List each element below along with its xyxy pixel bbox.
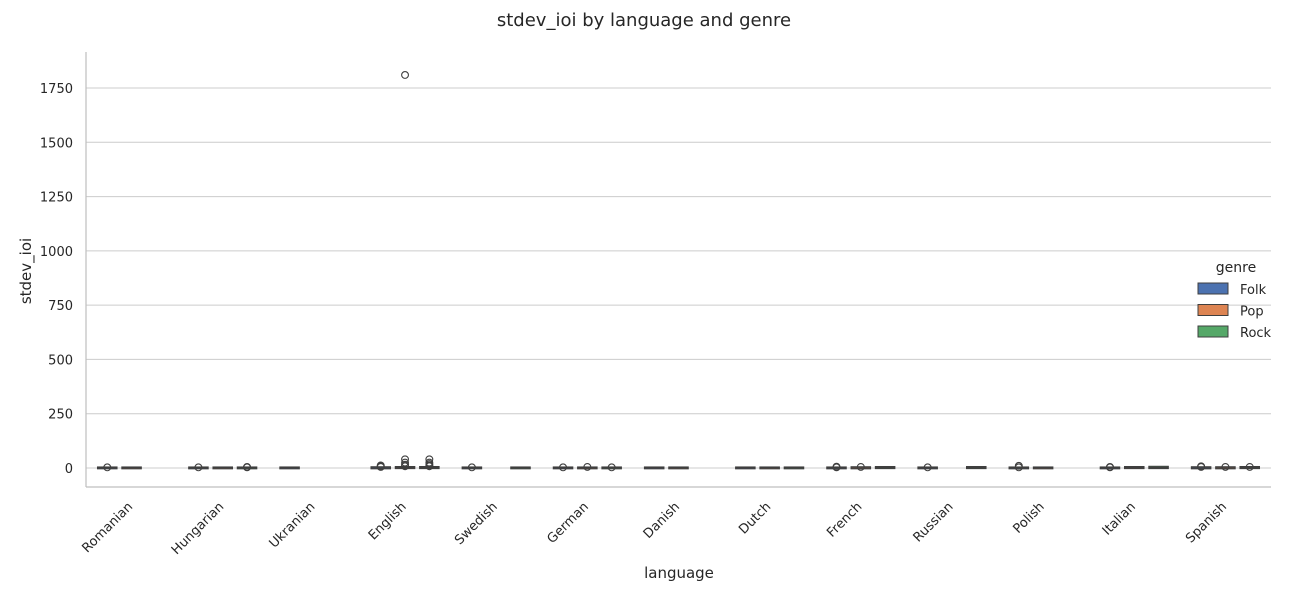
x-tick-label: English bbox=[366, 499, 410, 543]
x-tick-labels: Romanian Hungarian Ukranian English Swedish G… bbox=[80, 499, 1230, 557]
x-tick-label: Swedish bbox=[452, 499, 501, 548]
box-polish-pop bbox=[1032, 466, 1054, 470]
box-french-pop bbox=[850, 462, 872, 471]
box-outlier bbox=[1221, 462, 1230, 471]
gridlines bbox=[86, 87, 1271, 469]
box-english-rock bbox=[419, 455, 440, 471]
box-swedish-folk bbox=[461, 463, 483, 472]
box-outlier bbox=[832, 462, 841, 471]
box-outlier bbox=[583, 462, 592, 471]
box-hungarian-rock bbox=[236, 462, 258, 472]
legend-label-rock: Rock bbox=[1240, 326, 1272, 341]
box-spanish-rock bbox=[1239, 462, 1261, 471]
box-italian-pop bbox=[1123, 465, 1145, 470]
box-outlier bbox=[401, 458, 409, 467]
box-dutch-pop bbox=[759, 466, 780, 470]
y-tick-label: 1500 bbox=[40, 136, 73, 151]
box-dutch-rock bbox=[783, 466, 805, 470]
y-tick-labels: 0 250 500 750 1000 1250 1500 1750 bbox=[40, 82, 73, 477]
box-italian-folk bbox=[1099, 462, 1121, 472]
box-outlier bbox=[376, 461, 385, 470]
box-outlier bbox=[1106, 462, 1114, 471]
y-tick-label: 1250 bbox=[40, 191, 73, 206]
box-romanian-folk bbox=[96, 463, 118, 472]
legend-swatch-folk bbox=[1197, 282, 1229, 295]
box-polish-folk bbox=[1008, 461, 1030, 472]
box-outlier bbox=[923, 463, 932, 472]
box-german-folk bbox=[552, 463, 574, 472]
box-french-rock bbox=[874, 465, 896, 470]
box-danish-folk bbox=[643, 466, 665, 470]
box-english-folk bbox=[370, 461, 392, 471]
x-tick-label: French bbox=[824, 499, 865, 540]
x-tick-label: Ukranian bbox=[267, 499, 319, 551]
box-outlier bbox=[1014, 461, 1023, 470]
box-outlier bbox=[401, 460, 409, 469]
x-axis-label: language bbox=[644, 564, 714, 582]
box-romanian-pop bbox=[121, 466, 142, 470]
legend-label-folk: Folk bbox=[1240, 283, 1267, 298]
y-tick-label: 500 bbox=[48, 353, 73, 368]
box-outlier bbox=[467, 463, 476, 472]
box-french-folk bbox=[826, 462, 847, 472]
x-tick-label: Hungarian bbox=[169, 499, 227, 557]
axes bbox=[85, 52, 1271, 488]
box-outlier bbox=[401, 455, 409, 464]
box-english-pop bbox=[394, 71, 416, 471]
y-tick-label: 1750 bbox=[40, 82, 73, 97]
x-tick-label: German bbox=[545, 499, 592, 546]
box-outlier bbox=[1197, 462, 1206, 471]
y-tick-label: 250 bbox=[48, 408, 73, 423]
box-outlier bbox=[243, 462, 251, 471]
x-tick-label: Danish bbox=[641, 499, 683, 541]
box-outlier bbox=[559, 463, 567, 472]
box-outlier bbox=[425, 455, 434, 464]
box-german-pop bbox=[577, 462, 598, 471]
box-dutch-folk bbox=[735, 466, 756, 470]
box-plots bbox=[96, 71, 1261, 472]
box-outlier bbox=[103, 463, 112, 472]
box-german-rock bbox=[601, 463, 622, 472]
y-tick-label: 1000 bbox=[40, 245, 73, 260]
box-outlier bbox=[607, 463, 616, 472]
box-ukranian-folk bbox=[279, 466, 300, 470]
legend-label-pop: Pop bbox=[1240, 305, 1264, 320]
x-tick-label: Polish bbox=[1011, 499, 1048, 536]
box-outlier bbox=[401, 71, 409, 79]
box-outlier bbox=[1245, 462, 1254, 471]
x-tick-label: Spanish bbox=[1183, 499, 1230, 546]
x-tick-label: Russian bbox=[911, 499, 957, 545]
box-russian-folk bbox=[917, 463, 938, 472]
chart-title: stdev_ioi by language and genre bbox=[497, 10, 791, 31]
box-outlier bbox=[194, 463, 203, 472]
box-hungarian-pop bbox=[212, 466, 234, 470]
legend-title: genre bbox=[1216, 260, 1256, 276]
box-russian-rock bbox=[965, 465, 987, 470]
box-outlier bbox=[425, 458, 434, 467]
x-tick-label: Italian bbox=[1100, 499, 1139, 538]
box-outlier bbox=[856, 462, 865, 471]
box-spanish-folk bbox=[1190, 462, 1212, 471]
box-danish-pop bbox=[668, 466, 689, 470]
y-axis-label: stdev_ioi bbox=[17, 238, 36, 304]
x-tick-label: Romanian bbox=[80, 499, 137, 556]
y-tick-label: 750 bbox=[48, 299, 73, 314]
box-italian-rock bbox=[1148, 465, 1169, 470]
box-spanish-pop bbox=[1215, 462, 1236, 471]
legend: genre Folk Pop Rock bbox=[1197, 260, 1272, 341]
y-tick-label: 0 bbox=[65, 462, 73, 477]
box-hungarian-folk bbox=[188, 463, 209, 472]
legend-swatch-pop bbox=[1197, 304, 1229, 316]
box-swedish-rock bbox=[510, 466, 531, 470]
x-tick-label: Dutch bbox=[736, 499, 774, 537]
legend-swatch-rock bbox=[1197, 325, 1229, 338]
